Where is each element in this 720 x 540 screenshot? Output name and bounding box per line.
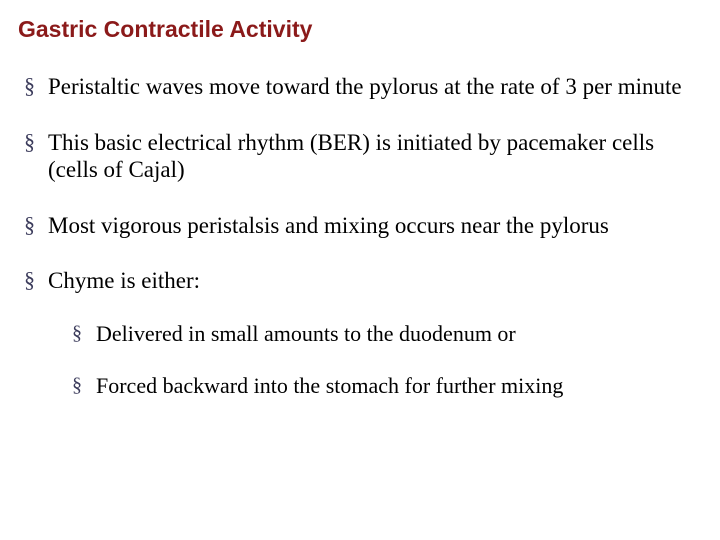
slide-title: Gastric Contractile Activity [18, 16, 702, 43]
bullet-item: This basic electrical rhythm (BER) is in… [18, 129, 702, 184]
bullet-text: Chyme is either: [48, 268, 200, 293]
bullet-list: Peristaltic waves move toward the pyloru… [18, 73, 702, 400]
sub-bullet-item: Delivered in small amounts to the duoden… [66, 321, 702, 347]
sub-bullet-list: Delivered in small amounts to the duoden… [48, 321, 702, 400]
bullet-item: Chyme is either: Delivered in small amou… [18, 267, 702, 399]
bullet-item: Peristaltic waves move toward the pyloru… [18, 73, 702, 101]
sub-bullet-item: Forced backward into the stomach for fur… [66, 373, 702, 399]
bullet-item: Most vigorous peristalsis and mixing occ… [18, 212, 702, 240]
